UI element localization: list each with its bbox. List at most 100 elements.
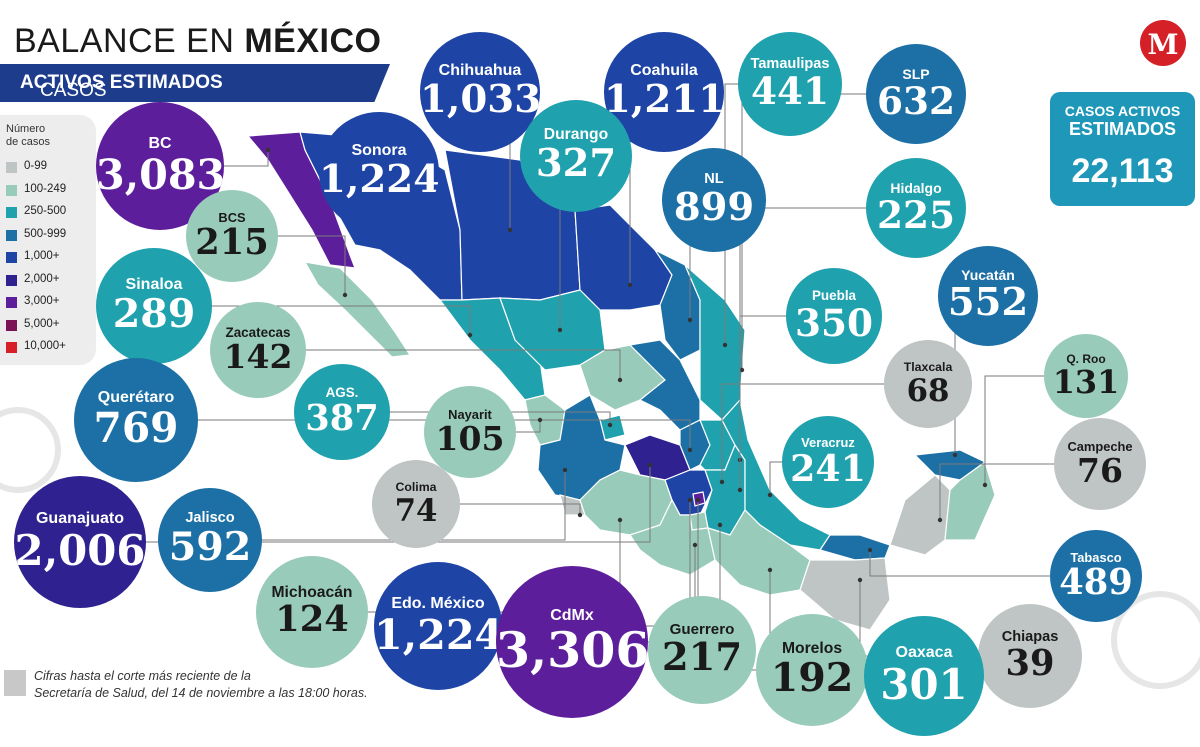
leader-dot xyxy=(647,462,653,468)
legend-label: 5,000+ xyxy=(24,317,60,330)
leader-dot xyxy=(617,517,623,523)
leader-dot xyxy=(952,452,958,458)
legend-swatch xyxy=(6,207,17,218)
state-name: Hidalgo xyxy=(890,179,942,196)
state-bubble: CdMx 3,306 xyxy=(496,566,648,718)
leader-dot xyxy=(692,542,698,548)
state-bubble: Yucatán 552 xyxy=(938,246,1038,346)
state-name: Querétaro xyxy=(97,389,175,407)
legend-swatch xyxy=(6,297,17,308)
footnote-line-2: Secretaría de Salud, del 14 de noviembre… xyxy=(34,686,368,700)
state-value: 3,083 xyxy=(96,150,224,200)
state-value: 289 xyxy=(112,291,196,337)
state-name: BC xyxy=(148,134,172,152)
state-value: 387 xyxy=(305,397,379,439)
legend-swatch xyxy=(6,184,17,196)
legend-swatch xyxy=(6,162,17,173)
leader-dot xyxy=(867,547,873,553)
legend-label: 1,000+ xyxy=(24,250,60,262)
state-name: Jalisco xyxy=(185,510,235,527)
state-name: Oaxaca xyxy=(895,644,953,662)
leader-line xyxy=(721,383,928,482)
state-name: Zacatecas xyxy=(225,324,291,340)
state-value: 1,224 xyxy=(374,610,502,660)
legend-label: 10,000+ xyxy=(24,340,66,352)
legend-label: 0-99 xyxy=(24,160,48,172)
state-bubble: Chihuahua 1,033 xyxy=(420,32,540,152)
state-value: 769 xyxy=(93,404,179,453)
state-name: AGS. xyxy=(325,385,359,401)
state-bubble: Campeche 76 xyxy=(1054,418,1146,510)
state-bubble: Guerrero 217 xyxy=(648,596,756,704)
state-value: 217 xyxy=(661,635,743,681)
leader-dot xyxy=(507,227,513,233)
state-name: Edo. México xyxy=(391,594,485,612)
region-chiapas xyxy=(799,557,891,631)
state-value: 142 xyxy=(223,337,293,377)
leader-dot xyxy=(722,342,728,348)
legend: Número de casos 0-99 100-249 250-500 500-999… xyxy=(0,115,96,365)
region-bcs xyxy=(303,261,412,358)
state-name: SLP xyxy=(902,65,930,82)
state-name: Durango xyxy=(543,126,609,144)
region-sinaloa xyxy=(438,297,546,401)
state-value: 215 xyxy=(195,221,269,263)
leader-dot xyxy=(687,447,693,453)
leader-dot xyxy=(617,377,623,383)
leader-dot xyxy=(695,497,701,503)
state-value: 124 xyxy=(275,599,349,641)
state-name: Yucatán xyxy=(961,267,1015,284)
state-bubble: SLP 632 xyxy=(866,44,966,144)
page-title: BALANCE EN MÉXICO xyxy=(14,22,382,60)
state-value: 225 xyxy=(876,193,956,238)
state-value: 1,033 xyxy=(420,77,540,123)
state-bubble: Tlaxcala 68 xyxy=(884,340,972,428)
leader-line xyxy=(416,503,581,515)
state-bubble: Sinaloa 289 xyxy=(96,248,212,364)
state-name: Coahuila xyxy=(630,62,698,80)
state-name: Morelos xyxy=(781,639,843,657)
state-bubble: NL 899 xyxy=(662,148,766,252)
state-bubble: Querétaro 769 xyxy=(74,358,198,482)
state-name: CdMx xyxy=(550,606,594,624)
state-name: NL xyxy=(704,171,724,188)
state-bubble: Tabasco 489 xyxy=(1050,530,1142,622)
state-bubble: AGS. 387 xyxy=(294,364,390,460)
state-value: 899 xyxy=(673,184,755,230)
state-bubble: Durango 327 xyxy=(520,100,632,212)
state-value: 632 xyxy=(876,79,956,124)
state-value: 192 xyxy=(770,654,854,701)
legend-label: 2,000+ xyxy=(24,272,60,285)
state-value: 441 xyxy=(750,69,830,114)
leader-dot xyxy=(717,522,723,528)
state-value: 241 xyxy=(790,447,866,491)
leader-dot xyxy=(627,282,633,288)
legend-heading: Número de casos xyxy=(6,123,51,148)
state-bubble: Nayarit 105 xyxy=(424,386,516,478)
leader-line xyxy=(258,349,621,380)
leader-dot xyxy=(719,479,725,485)
leader-dot xyxy=(687,317,693,323)
legend-label: 100-249 xyxy=(24,182,67,195)
state-value: 39 xyxy=(1005,642,1055,684)
state-bubble: Oaxaca 301 xyxy=(864,616,984,736)
leader-dot xyxy=(467,332,473,338)
state-name: Veracruz xyxy=(801,435,855,451)
leader-dot xyxy=(982,482,988,488)
state-bubble: Sonora 1,224 xyxy=(319,112,439,232)
state-bubble: Zacatecas 142 xyxy=(210,302,306,398)
state-value: 1,224 xyxy=(319,157,439,203)
state-value: 68 xyxy=(906,372,950,409)
total-active-cases-box: CASOS ACTIVOS ESTIMADOS 22,113 xyxy=(1050,92,1195,206)
state-bubble: Puebla 350 xyxy=(786,268,882,364)
subtitle-banner: CASOS ACTIVOS ESTIMADOS xyxy=(0,64,390,102)
state-bubble: Michoacán 124 xyxy=(256,556,368,668)
state-name: Guerrero xyxy=(669,620,735,638)
legend-swatch xyxy=(6,319,17,331)
state-value: 489 xyxy=(1059,561,1133,603)
state-value: 552 xyxy=(947,280,1029,326)
legend-label: 250-500 xyxy=(24,205,67,217)
state-name: Campeche xyxy=(1067,438,1133,454)
footnote-marker xyxy=(4,670,26,696)
state-bubble: BCS 215 xyxy=(186,190,278,282)
